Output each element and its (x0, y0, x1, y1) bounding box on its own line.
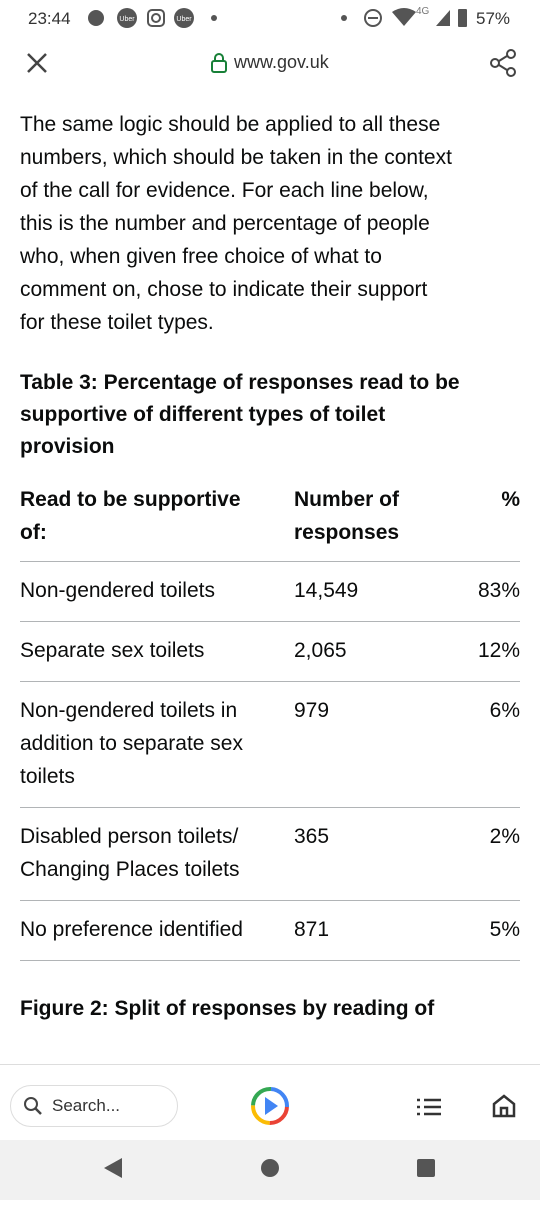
table-row: No preference identified 871 5% (20, 900, 520, 961)
table-cell: 365 (294, 807, 470, 901)
network-label: 4G (416, 6, 430, 17)
caption-line: supportive of different types of toilet (20, 403, 386, 426)
paragraph-line: The same logic should be applied to all … (20, 113, 441, 136)
column-header: Number of responses (294, 477, 470, 562)
bottom-bar: Search... (0, 1064, 540, 1142)
time: 23:44 (28, 9, 71, 28)
column-header: Read to be supportive of: (20, 477, 294, 562)
table-cell: 2,065 (294, 621, 470, 682)
header-row: Read to be supportive of: Number of respo… (20, 477, 520, 562)
icon-label: Uber (119, 16, 135, 23)
system-icons: 4G (341, 6, 467, 27)
table: Read to be supportive of: Number of respo… (20, 477, 520, 961)
navigation-bar (0, 1140, 540, 1200)
nav-buttons (104, 1158, 435, 1178)
recents-button[interactable] (417, 1159, 435, 1177)
close-button[interactable] (25, 51, 49, 75)
table-cell: No preference identified (20, 900, 294, 961)
table-cell: 12% (470, 621, 520, 682)
paragraph-line: this is the number and percentage of peo… (20, 212, 430, 235)
table-row: Non-gendered toilets in addition to sepa… (20, 681, 520, 808)
page-content: The same logic should be applied to all … (20, 108, 520, 1068)
table-cell: Non-gendered toilets (20, 561, 294, 622)
search-placeholder: Search... (52, 1096, 121, 1115)
table-cell: 871 (294, 900, 470, 961)
browser-toolbar: www.gov.uk (0, 38, 540, 88)
table-cell: 2% (470, 807, 520, 901)
table-cell: 979 (294, 681, 470, 808)
icon-label: Uber (176, 16, 192, 23)
home-button[interactable] (491, 1093, 517, 1119)
battery-level: 57% (476, 9, 511, 28)
table-cell: Non-gendered toilets in addition to sepa… (20, 681, 294, 808)
paragraph-line: who, when given free choice of what to (20, 245, 382, 268)
home-nav-button[interactable] (261, 1159, 279, 1177)
paragraph-line: for these toilet types. (20, 311, 214, 334)
table-cell: 6% (470, 681, 520, 808)
tabs-button[interactable] (416, 1097, 442, 1117)
column-header: % (470, 477, 520, 562)
paragraph-line: comment on, chose to indicate their supp… (20, 278, 428, 301)
table-row: Disabled person toilets/ Changing Places… (20, 807, 520, 901)
assistant-button[interactable] (250, 1086, 290, 1126)
caption-line: provision (20, 435, 115, 458)
status-bar: 23:44 Uber Uber 4G 57% (0, 0, 540, 38)
paragraph-line: numbers, which should be taken in the co… (20, 146, 452, 169)
next-heading: Figure 2: Split of responses by reading … (20, 997, 435, 1020)
notification-icons: Uber Uber (88, 8, 217, 28)
table-cell: 14,549 (294, 561, 470, 622)
table-row: Separate sex toilets 2,065 12% (20, 621, 520, 682)
table-cell: Disabled person toilets/ Changing Places… (20, 807, 294, 901)
share-button[interactable] (489, 48, 519, 78)
table-cell: Separate sex toilets (20, 621, 294, 682)
paragraph-line: of the call for evidence. For each line … (20, 179, 429, 202)
back-button[interactable] (104, 1158, 122, 1178)
search-box[interactable]: Search... (10, 1085, 178, 1127)
table-cell: 83% (470, 561, 520, 622)
paragraph: The same logic should be applied to all … (20, 108, 520, 339)
lock-icon (211, 53, 227, 73)
search-icon (24, 1097, 42, 1115)
table-cell: 5% (470, 900, 520, 961)
table-row: Non-gendered toilets 14,549 83% (20, 561, 520, 622)
url[interactable]: www.gov.uk (234, 52, 329, 72)
caption-line: Table 3: Percentage of responses read to… (20, 371, 460, 394)
table-caption: Table 3: Percentage of responses read to… (20, 367, 520, 463)
